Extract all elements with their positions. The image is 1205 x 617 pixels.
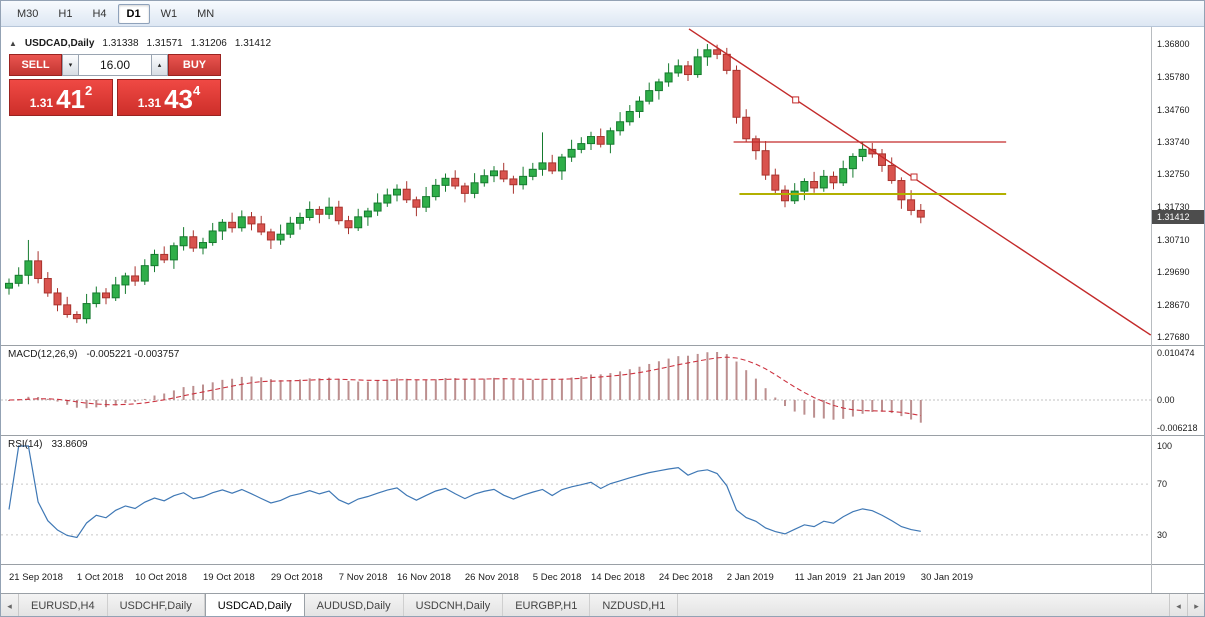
timeframe-tab-W1[interactable]: W1 — [160, 7, 178, 20]
ohlc-close: 1.31412 — [234, 38, 272, 49]
macd-name-label: MACD(12,26,9) — [8, 349, 78, 360]
buy-button[interactable]: BUY — [168, 54, 221, 76]
buy-price-prefix: 1.31 — [137, 96, 162, 110]
macd-axis-label: 0.010474 — [1157, 348, 1195, 358]
panel-divider[interactable] — [1, 435, 1204, 436]
timeframe-tab-MN[interactable]: MN — [197, 7, 215, 20]
timeframe-toolbar: M30 H1 H4 D1 W1 MN — [1, 1, 1204, 27]
timeframe-tab-D1[interactable]: D1 — [117, 3, 150, 24]
rsi-name-label: RSI(14) — [8, 439, 43, 450]
date-axis-label: 7 Nov 2018 — [338, 572, 388, 583]
sell-button[interactable]: SELL — [9, 54, 62, 76]
rsi-label-line: RSI(14) 33.8609 — [8, 439, 88, 450]
chart-tab-EURGBP-H1[interactable]: EURGBP,H1 — [503, 594, 591, 616]
timeframe-tab-H4[interactable]: H4 — [92, 7, 107, 20]
date-axis-label: 21 Jan 2019 — [852, 572, 906, 583]
macd-values-label: -0.005221 -0.003757 — [86, 349, 180, 360]
price-chart-canvas[interactable] — [1, 27, 1151, 345]
rsi-value-label: 33.8609 — [51, 439, 88, 450]
chart-tab-NZDUSD-H1[interactable]: NZDUSD,H1 — [590, 594, 679, 616]
volume-decrease-button[interactable]: ▾ — [62, 54, 79, 76]
macd-label-line: MACD(12,26,9) -0.005221 -0.003757 — [8, 349, 179, 360]
ohlc-open: 1.31338 — [102, 38, 139, 49]
date-axis-label: 26 Nov 2018 — [464, 572, 519, 583]
chart-tab-USDCNH-Daily[interactable]: USDCNH,Daily — [404, 594, 504, 616]
chart-tab-USDCAD-Daily[interactable]: USDCAD,Daily — [204, 593, 305, 616]
rsi-line — [8, 445, 921, 539]
volume-input[interactable]: 16.00 — [79, 54, 151, 76]
date-axis-label: 1 Oct 2018 — [76, 572, 124, 583]
volume-increase-button[interactable]: ▴ — [151, 54, 168, 76]
date-axis-label: 11 Jan 2019 — [794, 572, 847, 583]
candles-layer — [5, 44, 925, 324]
timeframe-tab-H1[interactable]: H1 — [58, 7, 73, 20]
date-axis-label: 5 Dec 2018 — [532, 572, 582, 583]
one-click-trading-panel: SELL ▾ 16.00 ▴ BUY 1.31 41 2 1.31 43 4 — [9, 54, 221, 116]
price-axis-label: 1.29690 — [1157, 267, 1190, 278]
price-axis-label: 1.35780 — [1157, 71, 1190, 82]
buy-price-point: 4 — [193, 83, 201, 98]
current-price-tag: 1.31412 — [1152, 210, 1204, 225]
price-axis-label: 1.34760 — [1157, 104, 1190, 115]
rsi-axis-label: 100 — [1157, 441, 1173, 451]
timeframe-tab-M30[interactable]: M30 — [17, 7, 39, 20]
tab-scroll-left-button[interactable]: ◂ — [1, 594, 19, 616]
sell-price-point: 2 — [85, 83, 93, 98]
date-axis-label: 2 Jan 2019 — [726, 572, 774, 583]
tabs-prev-button[interactable]: ◂ — [1170, 594, 1188, 616]
date-axis-label: 14 Dec 2018 — [591, 572, 645, 583]
date-axis-label: 21 Sep 2018 — [9, 572, 63, 583]
date-axis-label: 29 Oct 2018 — [270, 572, 323, 583]
sell-price-pips: 41 — [56, 84, 86, 115]
ohlc-high: 1.31571 — [146, 38, 183, 49]
price-axis-label: 1.36800 — [1157, 39, 1190, 50]
macd-histogram — [8, 351, 922, 423]
date-axis-label: 19 Oct 2018 — [203, 572, 255, 583]
sell-price-prefix: 1.31 — [29, 96, 54, 110]
price-axis-label: 1.28670 — [1157, 300, 1190, 311]
date-axis-label: 16 Nov 2018 — [397, 572, 451, 583]
chart-tab-EURUSD-H4[interactable]: EURUSD,H4 — [19, 594, 108, 616]
panel-divider[interactable] — [1, 345, 1204, 346]
chart-tabs: EURUSD,H4 USDCHF,Daily USDCAD,Daily AUDUSD,… — [19, 593, 679, 616]
price-axis-divider — [1151, 27, 1152, 593]
rsi-indicator-canvas[interactable] — [1, 436, 1151, 564]
chart-tab-USDCHF-Daily[interactable]: USDCHF,Daily — [108, 594, 205, 616]
chart-ohlc-header: ▲ USDCAD,Daily 1.31338 1.31571 1.31206 1… — [9, 38, 271, 49]
timeframe-tabs: M30 H1 H4 D1 W1 MN — [8, 3, 223, 24]
tabs-next-button[interactable]: ▸ — [1188, 594, 1204, 616]
chart-area[interactable]: ▲ USDCAD,Daily 1.31338 1.31571 1.31206 1… — [1, 27, 1204, 593]
chart-tab-bar: ◂ EURUSD,H4 USDCHF,Daily USDCAD,Daily AUDUS… — [1, 593, 1204, 616]
rsi-axis-label: 30 — [1157, 529, 1168, 540]
date-axis-label: 10 Oct 2018 — [135, 572, 187, 583]
price-axis-label: 1.33740 — [1157, 137, 1190, 148]
buy-price-display[interactable]: 1.31 43 4 — [117, 79, 221, 116]
descending-trendline[interactable] — [688, 28, 1151, 336]
macd-axis-label: -0.006218 — [1157, 422, 1198, 433]
date-axis-label: 24 Dec 2018 — [658, 572, 713, 583]
macd-indicator-canvas[interactable] — [1, 346, 1151, 435]
sell-price-display[interactable]: 1.31 41 2 — [9, 79, 113, 116]
trendline-anchor-handle[interactable] — [910, 173, 918, 181]
macd-axis-label: 0.00 — [1157, 395, 1175, 405]
direction-up-icon: ▲ — [9, 39, 17, 48]
rsi-axis-label: 70 — [1157, 479, 1168, 490]
trendline-anchor-handle[interactable] — [792, 96, 800, 104]
chart-symbol-label: USDCAD,Daily — [24, 38, 95, 49]
price-axis-label: 1.31730 — [1157, 201, 1190, 212]
ohlc-low: 1.31206 — [190, 38, 227, 49]
price-axis-label: 1.32750 — [1157, 169, 1190, 180]
buy-price-pips: 43 — [164, 84, 194, 115]
macd-signal-line — [8, 356, 921, 417]
date-axis-label: 30 Jan 2019 — [920, 572, 974, 583]
chart-tab-AUDUSD-Daily[interactable]: AUDUSD,Daily — [305, 594, 404, 616]
price-axis-label: 1.27680 — [1157, 331, 1190, 342]
panel-divider[interactable] — [1, 564, 1204, 565]
price-axis-label: 1.30710 — [1157, 234, 1190, 245]
